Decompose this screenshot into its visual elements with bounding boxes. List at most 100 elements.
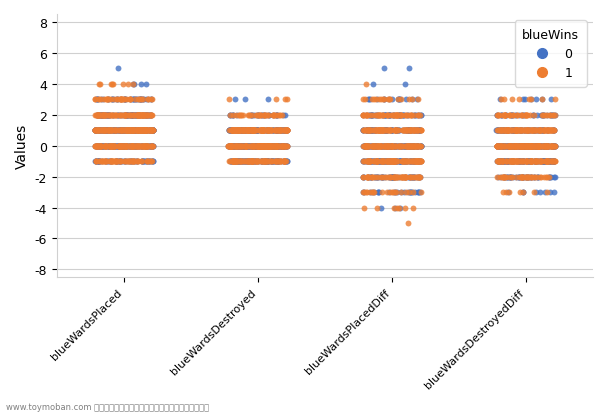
Point bbox=[128, 159, 137, 165]
Point bbox=[228, 128, 238, 134]
Point bbox=[273, 143, 283, 150]
Point bbox=[242, 143, 252, 150]
Point bbox=[122, 128, 131, 134]
Point bbox=[247, 159, 257, 165]
Point bbox=[511, 143, 520, 150]
Point bbox=[91, 159, 101, 165]
Point bbox=[241, 128, 250, 134]
Point bbox=[147, 112, 156, 119]
Point bbox=[131, 143, 141, 150]
Point bbox=[497, 128, 506, 134]
Point bbox=[517, 128, 527, 134]
Point bbox=[133, 159, 142, 165]
Point bbox=[94, 143, 103, 150]
Point bbox=[367, 143, 377, 150]
Point bbox=[95, 112, 105, 119]
Point bbox=[545, 112, 555, 119]
Point bbox=[136, 97, 146, 103]
Point bbox=[414, 128, 424, 134]
Point bbox=[404, 143, 413, 150]
Point bbox=[544, 174, 553, 180]
Point bbox=[382, 159, 392, 165]
Point bbox=[520, 97, 530, 103]
Point bbox=[371, 159, 381, 165]
Point bbox=[534, 143, 544, 150]
Point bbox=[413, 174, 423, 180]
Point bbox=[500, 128, 510, 134]
Point bbox=[237, 128, 247, 134]
Point bbox=[95, 143, 105, 150]
Point bbox=[276, 128, 286, 134]
Point bbox=[105, 143, 114, 150]
Point bbox=[385, 128, 395, 134]
Point bbox=[522, 143, 531, 150]
Point bbox=[534, 143, 544, 150]
Point bbox=[230, 159, 240, 165]
Point bbox=[385, 112, 395, 119]
Point bbox=[141, 159, 151, 165]
Point bbox=[140, 143, 150, 150]
Point bbox=[272, 128, 282, 134]
Point bbox=[358, 143, 368, 150]
Point bbox=[97, 112, 106, 119]
Point bbox=[504, 143, 514, 150]
Point bbox=[240, 143, 249, 150]
Point bbox=[390, 189, 400, 196]
Point bbox=[122, 143, 132, 150]
Point bbox=[371, 159, 381, 165]
Point bbox=[268, 128, 277, 134]
Point bbox=[389, 143, 399, 150]
Point bbox=[111, 159, 121, 165]
Point bbox=[502, 128, 512, 134]
Point bbox=[148, 143, 157, 150]
Point bbox=[365, 159, 375, 165]
Point bbox=[258, 128, 268, 134]
Point bbox=[394, 205, 404, 211]
Point bbox=[513, 128, 523, 134]
Point bbox=[237, 143, 246, 150]
Point bbox=[93, 97, 103, 103]
Point bbox=[510, 143, 520, 150]
Point bbox=[496, 159, 506, 165]
Point bbox=[265, 143, 275, 150]
Point bbox=[133, 143, 142, 150]
Point bbox=[238, 128, 247, 134]
Point bbox=[389, 159, 399, 165]
Point bbox=[120, 128, 130, 134]
Point bbox=[278, 143, 288, 150]
Point bbox=[493, 128, 503, 134]
Point bbox=[255, 143, 264, 150]
Point bbox=[145, 128, 155, 134]
Point bbox=[359, 128, 368, 134]
Point bbox=[271, 128, 281, 134]
Point bbox=[493, 159, 503, 165]
Point bbox=[125, 128, 134, 134]
Point bbox=[542, 143, 552, 150]
Point bbox=[122, 143, 131, 150]
Point bbox=[90, 128, 100, 134]
Point bbox=[140, 81, 150, 88]
Legend: 0, 1: 0, 1 bbox=[515, 21, 587, 88]
Point bbox=[538, 112, 548, 119]
Point bbox=[499, 143, 509, 150]
Point bbox=[147, 128, 156, 134]
Point bbox=[537, 143, 547, 150]
Point bbox=[406, 143, 416, 150]
Point bbox=[398, 128, 408, 134]
Point bbox=[525, 143, 535, 150]
Point bbox=[538, 128, 548, 134]
Point bbox=[403, 128, 413, 134]
Point bbox=[123, 128, 133, 134]
Point bbox=[108, 143, 117, 150]
Point bbox=[372, 112, 382, 119]
Point bbox=[274, 143, 284, 150]
Point bbox=[251, 159, 261, 165]
Point bbox=[501, 159, 511, 165]
Point bbox=[134, 143, 144, 150]
Point bbox=[265, 128, 275, 134]
Point bbox=[402, 128, 412, 134]
Point bbox=[376, 159, 386, 165]
Point bbox=[95, 81, 105, 88]
Point bbox=[126, 128, 136, 134]
Point bbox=[136, 97, 146, 103]
